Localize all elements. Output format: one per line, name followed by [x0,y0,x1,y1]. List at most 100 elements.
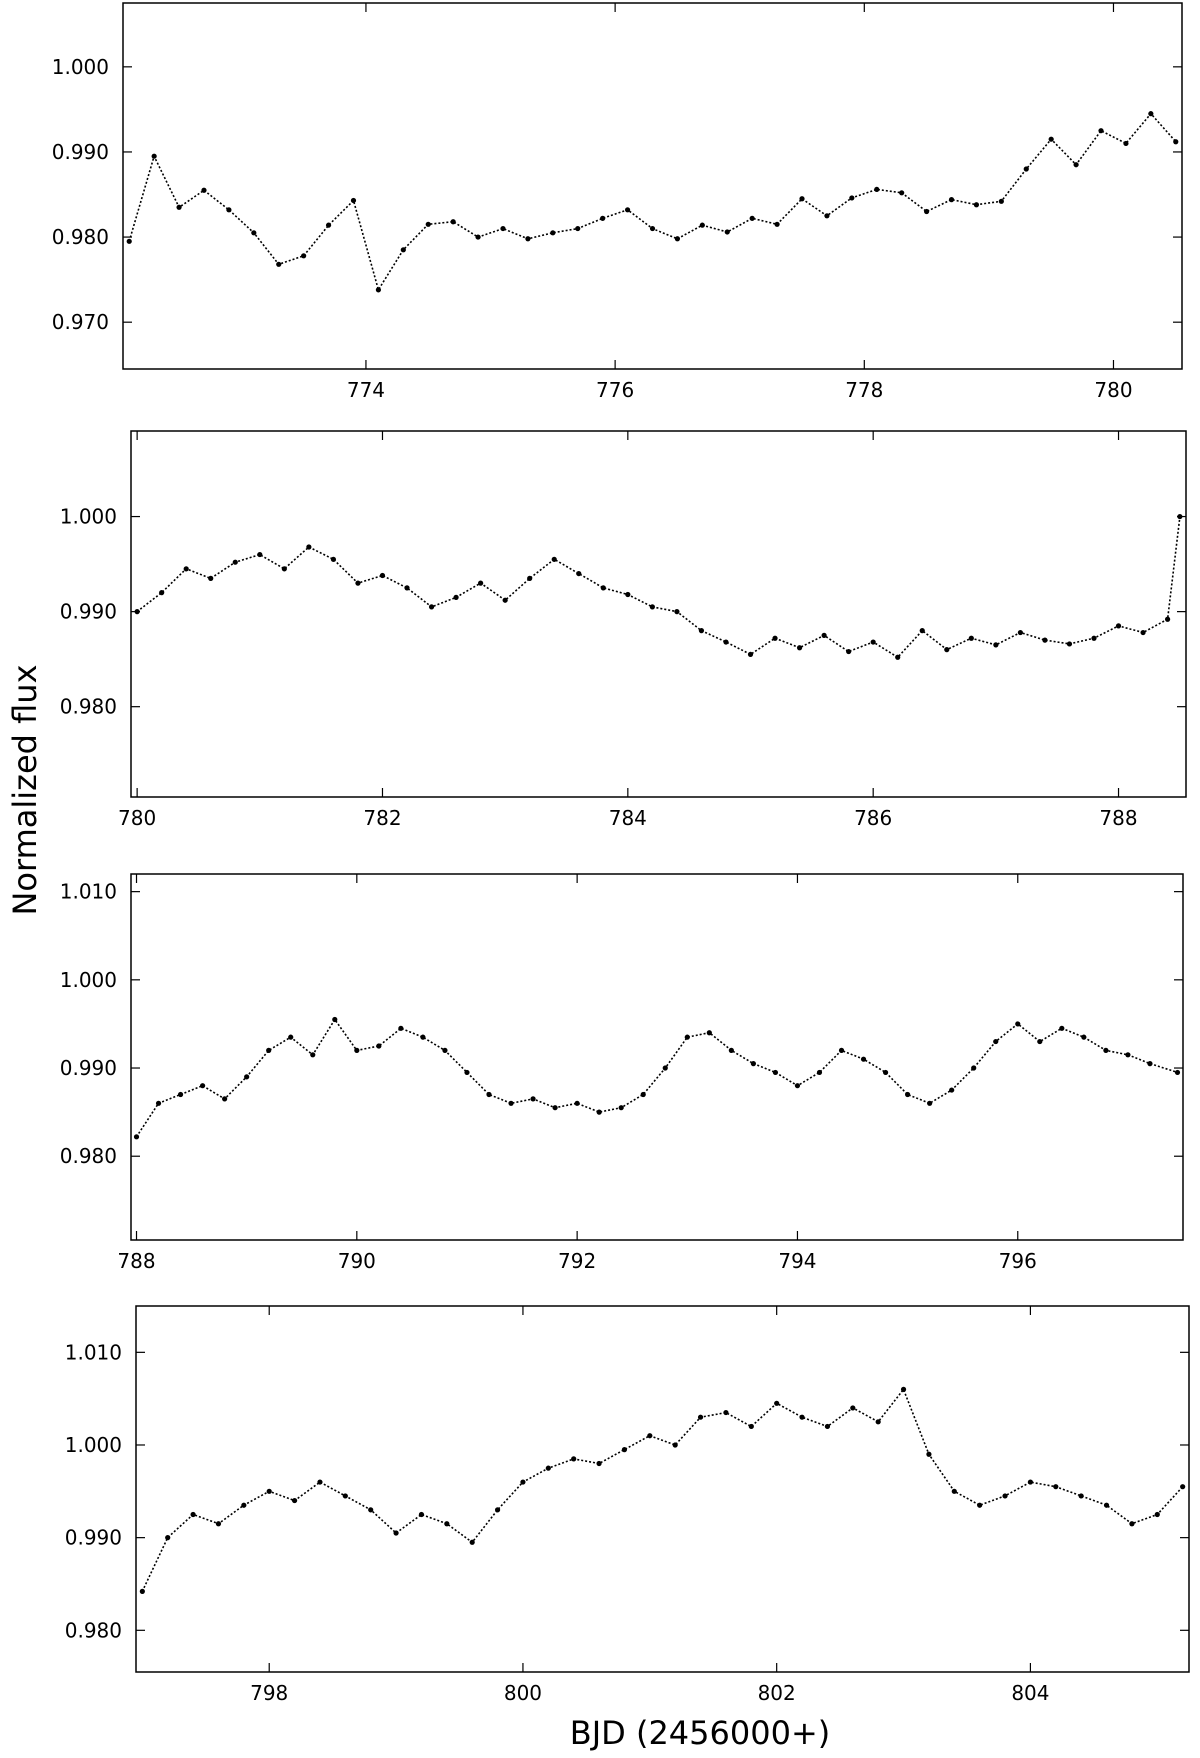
flux-data-point [674,236,681,242]
flux-data-point [1073,162,1079,168]
flux-data-point [151,153,157,159]
flux-data-point [723,1409,729,1416]
flux-data-point [428,604,435,610]
flux-data-point [968,635,974,641]
flux-data-point [226,207,232,213]
flux-data-point [393,1530,399,1536]
flux-data-point [1081,1034,1087,1040]
flux-data-point [697,1414,704,1420]
flux-data-point [948,197,955,203]
flux-data-point [875,1419,881,1425]
flux-data-point [215,1521,222,1527]
flux-data-point [674,609,680,615]
flux-data-point [1027,1479,1034,1485]
flux-data-point [1042,637,1048,643]
flux-data-point [550,230,556,236]
flux-data-point [200,1083,206,1089]
flux-data-point [500,225,506,232]
x-tick-label: 790 [338,1249,376,1273]
flux-data-point [134,609,140,615]
flux-data-point [332,1016,338,1023]
flux-data-point [165,1535,171,1541]
flux-data-point [232,559,238,565]
x-tick-label: 802 [758,1681,796,1705]
flux-data-point [442,1047,448,1053]
flux-data-point [624,207,631,213]
flux-data-point [159,590,165,596]
flux-data-point [545,1465,551,1471]
flux-data-point [860,1056,867,1062]
flux-data-point [774,1400,780,1406]
flux-data-point [600,585,606,591]
flux-data-point [574,1100,580,1106]
y-tick-label: 0.980 [65,1618,122,1642]
x-tick-label: 780 [118,806,156,830]
flux-data-point [1103,1047,1109,1053]
flux-data-point [342,1493,348,1499]
flux-data-point [486,1091,492,1098]
flux-data-point [379,572,386,579]
flux-data-point [330,556,337,562]
flux-data-point [400,247,406,253]
plot-frame [130,873,1184,1241]
flux-data-point [895,654,901,660]
y-tick-label: 0.990 [60,600,117,624]
flux-data-point [993,642,999,648]
flux-data-point [816,1069,823,1076]
flux-data-point [1048,136,1054,142]
flux-data-point [973,202,980,208]
flux-data-point [420,1034,426,1040]
x-tick-label: 792 [558,1249,596,1273]
flux-data-point [899,190,905,196]
flux-data-point [618,1105,624,1111]
flux-series-line [128,112,1177,292]
flux-data-point [1154,1511,1160,1518]
flux-data-point [355,580,361,586]
x-tick-label: 800 [504,1681,542,1705]
flux-data-point [552,1105,558,1111]
flux-data-point [905,1091,911,1098]
y-tick-label: 0.980 [60,695,117,719]
flux-data-point [706,1030,712,1036]
flux-series-line [136,516,1181,659]
flux-data-point [425,221,431,227]
flux-data-point [575,225,581,232]
flux-series-line [141,1387,1184,1592]
x-tick-label: 786 [854,806,892,830]
flux-data-point [1098,128,1104,134]
x-tick-label: 776 [596,378,634,402]
flux-data-point [354,1047,360,1053]
plot-frame [130,430,1187,798]
flux-data-point [183,566,189,572]
flux-data-point [944,647,950,653]
flux-data-point [993,1038,999,1045]
flux-data-point [723,639,729,645]
flux-data-point [376,1043,382,1049]
flux-data-point [600,215,606,221]
flux-data-point [749,215,755,221]
y-tick-label: 0.990 [60,1056,117,1080]
flux-data-point [882,1069,889,1076]
flux-data-point [418,1511,425,1518]
x-tick-label: 788 [117,1249,155,1273]
flux-data-point [469,1539,475,1545]
flux-data-point [1091,635,1097,641]
flux-data-point [1140,629,1146,636]
flux-data-point [1177,513,1183,520]
flux-data-point [398,1025,404,1031]
y-tick-label: 1.000 [52,55,109,79]
flux-data-point [1103,1502,1110,1508]
light-curve-panel: 780 782 784 786 788 0.980 0.990 1.000 [60,430,1187,830]
flux-data-point [502,597,508,603]
x-tick-label: 804 [1011,1681,1049,1705]
x-tick-label: 774 [347,378,385,402]
flux-data-point [1129,1521,1135,1527]
flux-data-point [951,1488,957,1494]
flux-data-point [750,1061,756,1067]
flux-data-point [444,1521,450,1527]
flux-data-point [794,1083,801,1089]
plot-frame [122,2,1183,370]
flux-data-point [796,645,803,651]
flux-data-point [640,1091,646,1098]
flux-data-point [923,208,930,215]
